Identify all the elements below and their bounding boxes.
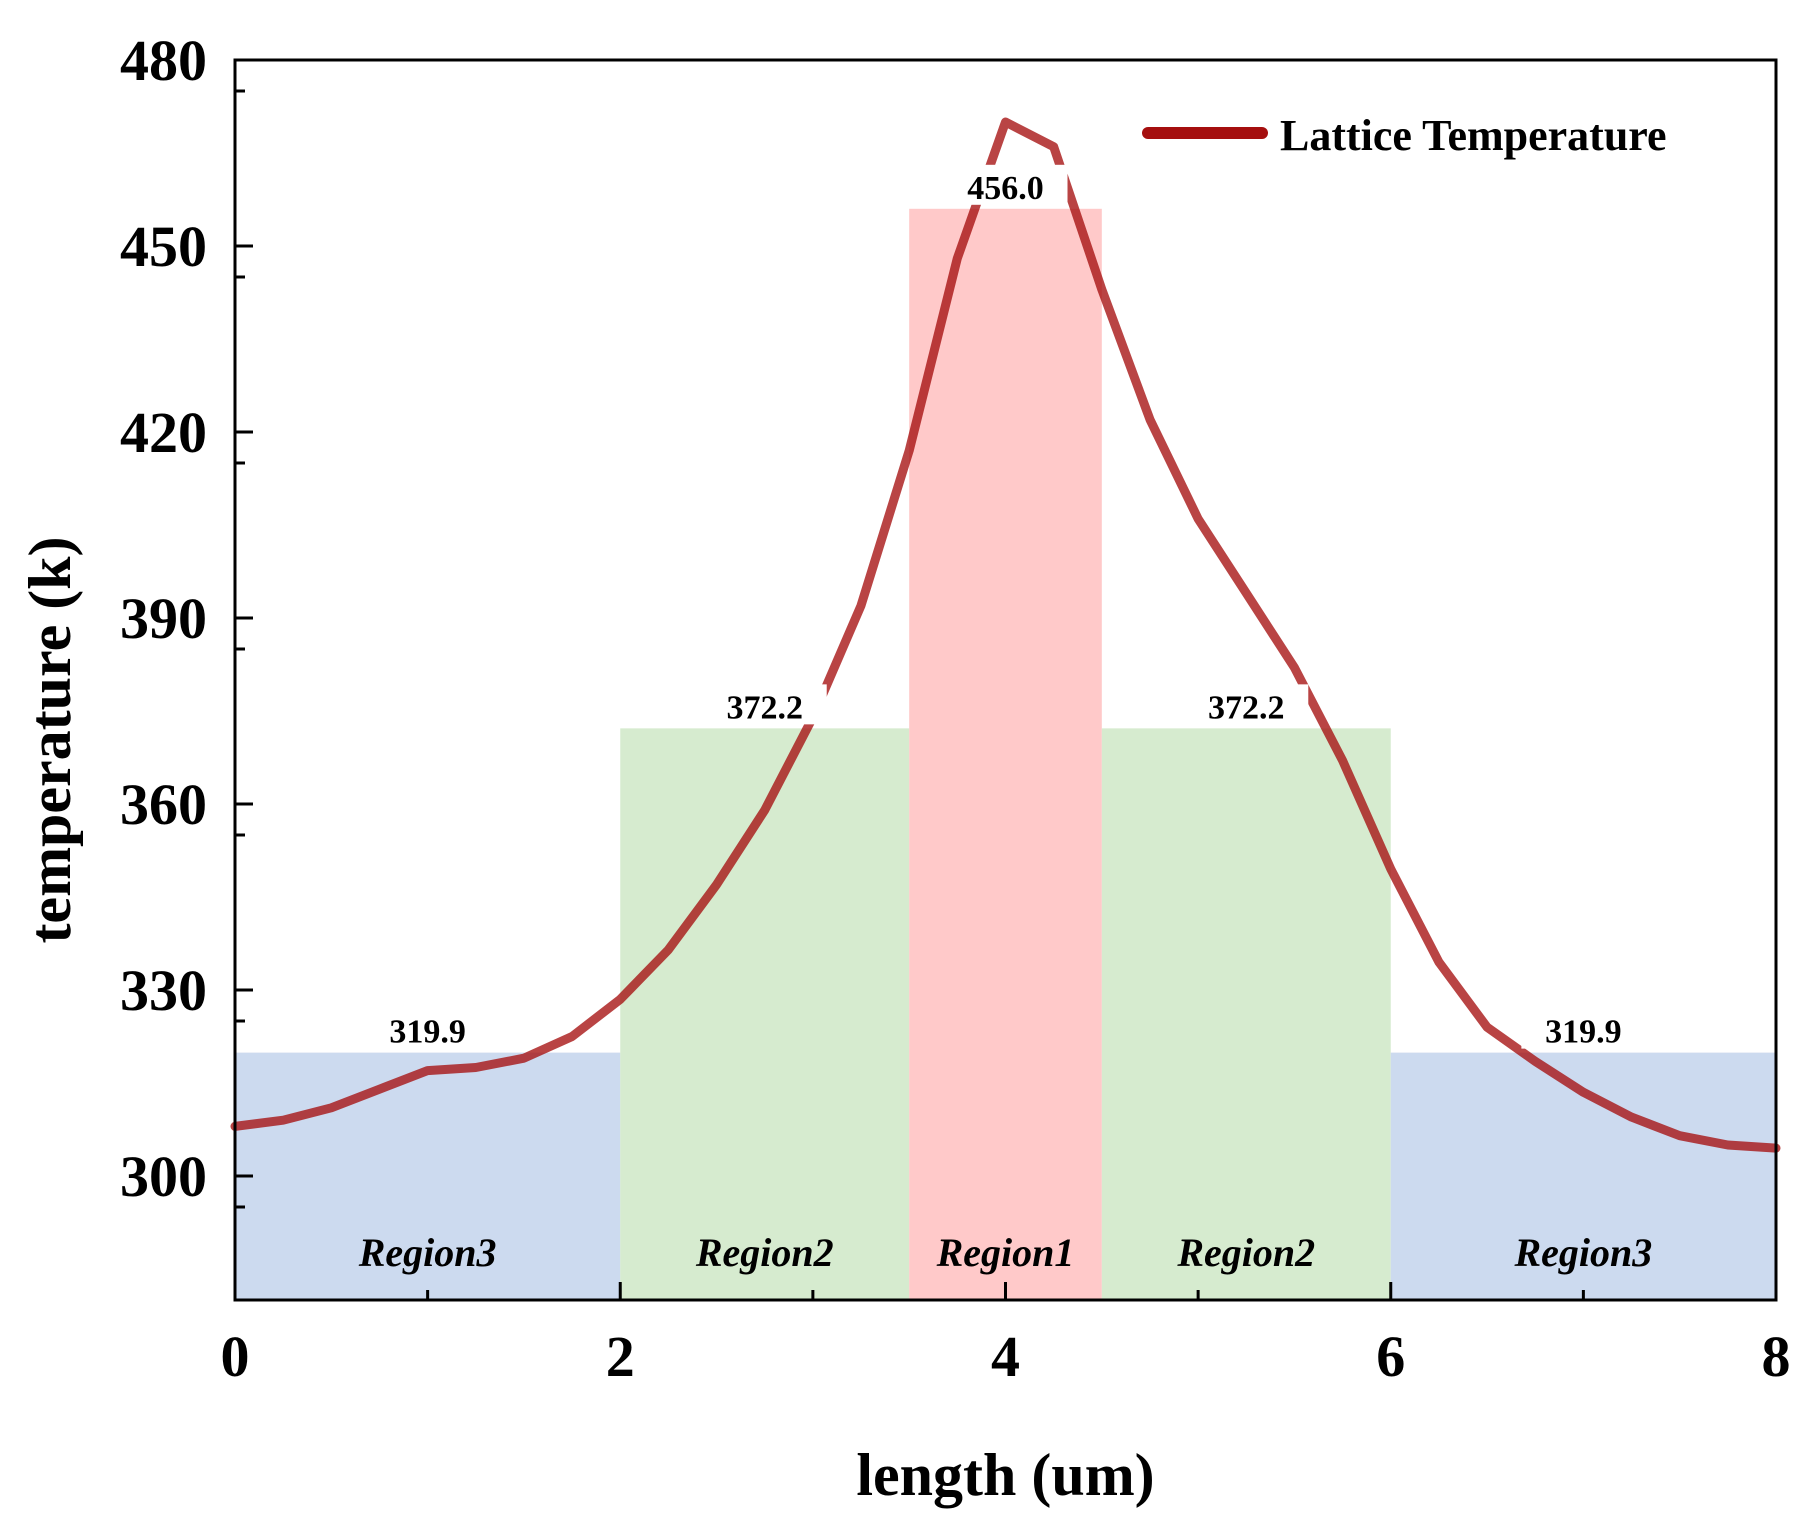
value-label-4: 372.2 [1208, 689, 1285, 726]
y-tick-label-300: 300 [120, 1144, 207, 1209]
x-tick-label-2: 2 [606, 1324, 635, 1389]
value-label-bg-5 [1521, 1008, 1646, 1049]
region-label-3: Region1 [936, 1230, 1075, 1275]
region-label-1: Region3 [358, 1230, 497, 1275]
value-label-1: 319.9 [389, 1014, 466, 1051]
value-label-3: 456.0 [967, 170, 1044, 207]
value-label-bg-3 [943, 164, 1068, 205]
region-bar-1 [235, 1052, 621, 1300]
region-bar-4 [1101, 728, 1391, 1300]
legend: Lattice Temperature [1142, 111, 1667, 160]
y-axis-title: temperature (k) [17, 536, 83, 943]
x-tick-label-8: 8 [1762, 1324, 1791, 1389]
y-tick-label-420: 420 [120, 400, 207, 465]
x-tick-label-0: 0 [221, 1324, 250, 1389]
y-tick-label-450: 450 [120, 214, 207, 279]
legend-label: Lattice Temperature [1280, 111, 1667, 160]
x-tick-label-6: 6 [1376, 1324, 1405, 1389]
value-label-2: 372.2 [726, 689, 803, 726]
y-tick-label-480: 480 [120, 28, 207, 93]
value-label-5: 319.9 [1545, 1014, 1622, 1051]
x-tick-label-4: 4 [991, 1324, 1020, 1389]
region-label-2: Region2 [695, 1230, 834, 1275]
y-tick-label-390: 390 [120, 586, 207, 651]
region-label-4: Region2 [1176, 1230, 1315, 1275]
y-tick-label-330: 330 [120, 958, 207, 1023]
value-label-bg-2 [702, 684, 827, 725]
value-label-bg-1 [365, 1008, 490, 1049]
region-label-5: Region3 [1513, 1230, 1652, 1275]
value-label-bg-4 [1184, 684, 1309, 725]
series-line-1 [230, 117, 1781, 1153]
region-bar-2 [620, 728, 910, 1300]
x-axis-title: length (um) [856, 1442, 1154, 1508]
y-tick-label-360: 360 [120, 772, 207, 837]
region-bar-3 [909, 208, 1102, 1300]
